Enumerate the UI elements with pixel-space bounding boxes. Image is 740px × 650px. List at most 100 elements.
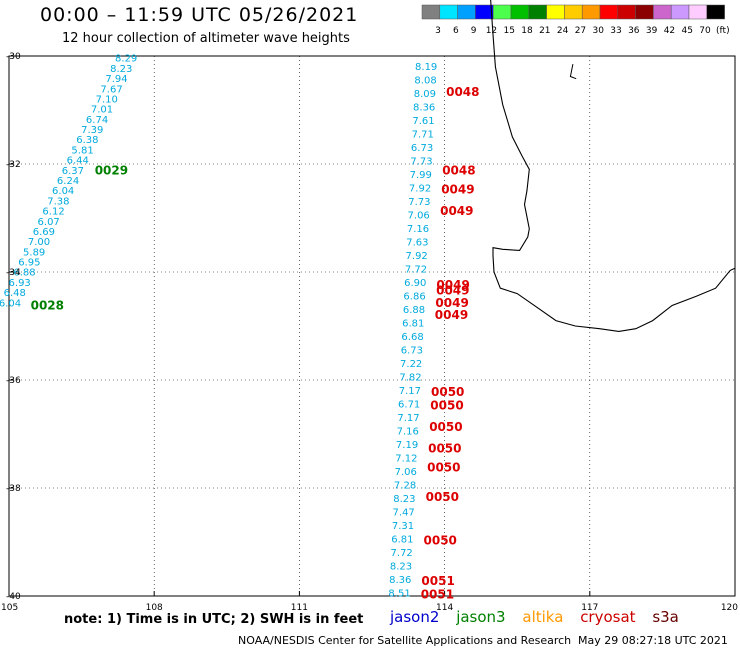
swh-value: 7.28 bbox=[394, 480, 416, 491]
swh-value: 7.72 bbox=[391, 548, 413, 559]
swh-value: 7.73 bbox=[408, 197, 430, 208]
pass-time-label: 0050 bbox=[429, 420, 462, 434]
pass-time-label: 0050 bbox=[431, 385, 464, 399]
pass-time-label: 0048 bbox=[442, 163, 475, 177]
swh-color-legend: 3 6 9 12 15 18 21 24 27 30 33 36 39 42 45 70 (ft) bbox=[421, 4, 730, 36]
swh-value: 7.01 bbox=[91, 105, 113, 116]
swh-value: 6.73 bbox=[401, 345, 423, 356]
swh-value: 7.39 bbox=[81, 125, 103, 136]
generated-timestamp: May 29 08:27:18 UTC 2021 bbox=[578, 634, 728, 647]
credit-line: NOAA/NESDIS Center for Satellite Applica… bbox=[238, 634, 572, 647]
swh-value: 7.06 bbox=[395, 467, 417, 478]
satellite-s3a: s3a bbox=[652, 608, 679, 626]
colorbar-tick-label: 45 bbox=[681, 26, 692, 36]
swh-value: 6.48 bbox=[4, 288, 26, 299]
swh-value: 8.23 bbox=[110, 64, 132, 75]
swh-value: 7.72 bbox=[405, 264, 427, 275]
swh-value: 8.23 bbox=[390, 561, 412, 572]
island-outline bbox=[569, 64, 577, 80]
swh-value: 7.99 bbox=[410, 170, 432, 181]
lat-tick-label: -36 bbox=[6, 376, 21, 386]
satellite-jason3: jason3 bbox=[456, 608, 506, 626]
swh-value: 8.19 bbox=[415, 62, 437, 73]
swh-value: 6.04 bbox=[52, 186, 74, 197]
lat-tick-label: -40 bbox=[6, 592, 21, 602]
swh-value: 6.74 bbox=[86, 115, 108, 126]
pass-time-label: 0050 bbox=[430, 398, 463, 412]
swh-value: 8.51 bbox=[388, 588, 410, 599]
pass-time-label: 0050 bbox=[427, 460, 460, 474]
graticule bbox=[8, 55, 736, 597]
swh-value: 8.09 bbox=[414, 89, 436, 100]
swh-value: 5.81 bbox=[71, 145, 93, 156]
colorbar-tick-label: 30 bbox=[592, 26, 604, 36]
swh-value: 7.17 bbox=[399, 386, 421, 397]
colorbar-tick-label: 33 bbox=[610, 26, 621, 36]
swh-value: 7.16 bbox=[397, 426, 419, 437]
pass-time-label: 0050 bbox=[424, 533, 457, 547]
pass-time-label: 0051 bbox=[421, 587, 454, 601]
swh-value: 6.73 bbox=[411, 143, 433, 154]
swh-value: 7.73 bbox=[410, 156, 432, 167]
satellite-cryosat: cryosat bbox=[580, 608, 636, 626]
pass-time-label: 0050 bbox=[428, 442, 461, 456]
swh-value: 6.93 bbox=[9, 278, 31, 289]
lat-tick-label: -32 bbox=[6, 160, 21, 170]
lon-tick-label: 105 bbox=[1, 603, 18, 613]
pass-time-label: 0049 bbox=[435, 308, 468, 322]
swh-value: 6.04 bbox=[0, 298, 21, 309]
swh-value: 7.12 bbox=[395, 453, 417, 464]
swh-value: 7.17 bbox=[397, 413, 419, 424]
swh-value: 6.37 bbox=[62, 166, 84, 177]
lat-tick-label: -30 bbox=[6, 52, 21, 62]
altimeter-tracks: 8.298.237.947.677.107.016.747.396.385.81… bbox=[0, 54, 480, 602]
swh-value: 7.94 bbox=[105, 74, 127, 85]
swh-value: 6.81 bbox=[391, 534, 413, 545]
satellite-altika: altika bbox=[522, 608, 564, 626]
lon-tick-label: 108 bbox=[146, 603, 163, 613]
pass-time-label: 0049 bbox=[441, 182, 474, 196]
lon-tick-label: 114 bbox=[436, 603, 453, 613]
pass-time-label: 0051 bbox=[421, 574, 454, 588]
swh-value: 6.24 bbox=[57, 176, 79, 187]
swh-value: 6.86 bbox=[403, 291, 425, 302]
colorbar-tick-label: 70 bbox=[699, 26, 711, 36]
swh-value: 7.38 bbox=[47, 196, 69, 207]
colorbar-tick-label: 18 bbox=[521, 26, 533, 36]
swh-value: 8.29 bbox=[115, 54, 137, 65]
pass-time-label: 0029 bbox=[95, 163, 128, 177]
swh-value: 7.63 bbox=[406, 237, 428, 248]
pass-time-label: 0049 bbox=[436, 283, 469, 297]
swh-value: 7.06 bbox=[408, 210, 430, 221]
colorbar-tick-label: 3 bbox=[435, 26, 441, 36]
colorbar-swatch bbox=[706, 4, 725, 20]
colorbar-tick-label: 27 bbox=[575, 26, 586, 36]
colorbar-tick-label: (ft) bbox=[716, 26, 730, 36]
pass-time-label: 0028 bbox=[31, 298, 64, 312]
pass-time-label: 0049 bbox=[440, 204, 473, 218]
swh-value: 8.08 bbox=[414, 75, 436, 86]
swh-value: 6.71 bbox=[398, 399, 420, 410]
colorbar-tick-label: 42 bbox=[664, 26, 675, 36]
colorbar-tick-label: 9 bbox=[471, 26, 477, 36]
swh-value: 8.36 bbox=[413, 102, 435, 113]
satellite-jason2: jason2 bbox=[390, 608, 440, 626]
colorbar-tick-label: 12 bbox=[486, 26, 497, 36]
swh-value: 6.38 bbox=[76, 135, 98, 146]
pass-time-label: 0048 bbox=[446, 85, 479, 99]
pass-time-label: 0049 bbox=[435, 296, 468, 310]
swh-value: 6.69 bbox=[33, 227, 55, 238]
pass-time-label: 0050 bbox=[426, 490, 459, 504]
colorbar-tick-label: 21 bbox=[539, 26, 550, 36]
swh-value: 7.61 bbox=[412, 116, 434, 127]
swh-value: 8.36 bbox=[389, 575, 411, 586]
map-frame bbox=[8, 55, 736, 597]
swh-value: 7.67 bbox=[100, 84, 122, 95]
swh-value: 7.92 bbox=[406, 251, 428, 262]
swh-value: 6.12 bbox=[42, 207, 64, 218]
satellite-legend: jason2 jason3 altika cryosat s3a bbox=[390, 608, 691, 626]
coastline bbox=[490, 0, 736, 332]
swh-value: 6.95 bbox=[18, 258, 40, 269]
swh-value: 6.44 bbox=[67, 156, 89, 167]
map-title: 00:00 – 11:59 UTC 05/26/2021 bbox=[40, 4, 359, 26]
